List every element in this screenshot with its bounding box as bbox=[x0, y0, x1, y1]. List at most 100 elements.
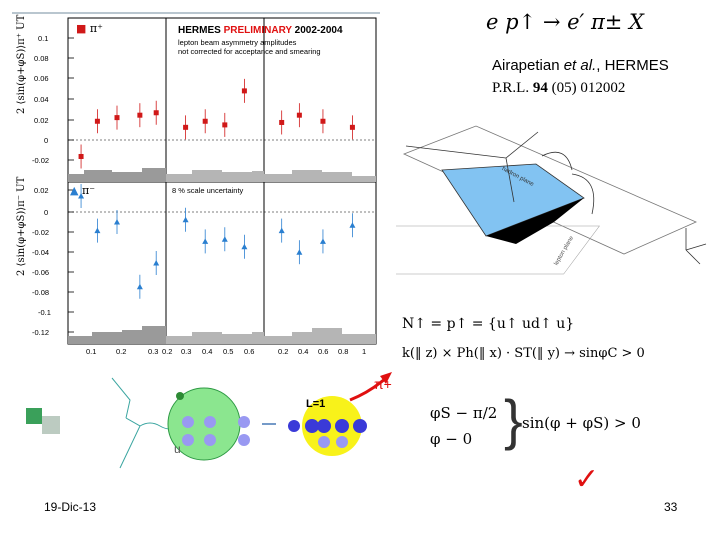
orbital-l-label: L=1 bbox=[306, 398, 326, 410]
plot-svg bbox=[67, 17, 377, 345]
incoming-lepton-line bbox=[405, 145, 507, 159]
plane-geometry-diagram: hadron plane lepton plane bbox=[313, 104, 712, 304]
quark-6 bbox=[238, 434, 250, 446]
x-tick-label: 0.4 bbox=[202, 347, 213, 356]
schematic-svg bbox=[26, 372, 392, 469]
quark-11 bbox=[353, 419, 367, 433]
citation: Airapetian et al., HERMES P.R.L. 94 (05)… bbox=[492, 54, 669, 100]
pion-minus-point bbox=[319, 238, 326, 244]
tick-label: 0.02 bbox=[34, 186, 49, 195]
pion-plus-point bbox=[320, 118, 326, 124]
pion-minus-point bbox=[94, 227, 101, 234]
pion-plus-point bbox=[279, 119, 285, 125]
top-syst-band bbox=[68, 168, 376, 182]
pion-plus-point bbox=[94, 118, 100, 124]
phi-arc bbox=[541, 151, 573, 171]
hadron-momentum-line bbox=[505, 157, 515, 203]
nucleon-state-formula: N↑ = p↑ = {u↑ ud↑ u} bbox=[402, 316, 575, 332]
phi-s-value: φS − π/2 bbox=[430, 404, 498, 422]
tick-label: -0.1 bbox=[38, 308, 51, 317]
x-tick-label: 0.1 bbox=[86, 347, 97, 356]
pion-minus-point bbox=[182, 216, 189, 223]
brace-icon: } bbox=[504, 388, 523, 451]
quark-2 bbox=[182, 434, 194, 446]
plot-note-2: not corrected for acceptance and smearin… bbox=[178, 47, 321, 56]
pion-plus-point bbox=[296, 112, 302, 118]
tick-label: 0 bbox=[44, 208, 49, 217]
scattered-electron-line bbox=[119, 417, 141, 469]
x-tick-label: 0.4 bbox=[298, 347, 309, 356]
x-tick-label: 0.3 bbox=[148, 347, 159, 356]
quark-4 bbox=[204, 434, 216, 446]
pion-minus-point bbox=[114, 218, 120, 225]
tick-label: -0.02 bbox=[32, 156, 50, 165]
tick-label: 0.06 bbox=[34, 74, 49, 83]
vector-product-formula: k(‖ z) × Ph(‖ x) · ST(‖ y) → sinφC > 0 bbox=[402, 346, 645, 361]
citation-line-2: P.R.L. 94 (05) 012002 bbox=[492, 80, 626, 96]
asymmetry-plot: 2 ⟨sin(φ+φS)⟩π⁺ UT 2 ⟨sin(φ+φS)⟩π⁻ UT 0.… bbox=[12, 14, 380, 358]
pion-plus-point bbox=[349, 124, 355, 130]
hadron-plane-shadow bbox=[486, 198, 584, 244]
axis-z bbox=[685, 249, 701, 265]
check-mark-icon: ✓ bbox=[574, 463, 600, 496]
x-tick-label: 0.6 bbox=[244, 347, 255, 356]
pion-plus-point bbox=[241, 88, 247, 94]
incoming-electron-line bbox=[111, 377, 131, 419]
phi-value: φ − 0 bbox=[430, 430, 473, 448]
tick-label: -0.04 bbox=[32, 248, 50, 257]
y-axis-label-bottom: 2 ⟨sin(φ+φS)⟩π⁻ UT bbox=[16, 176, 27, 276]
pion-minus-point bbox=[349, 222, 356, 228]
pion-plus-point bbox=[183, 124, 189, 130]
quark-13 bbox=[336, 436, 348, 448]
phi-s-arc bbox=[571, 173, 595, 215]
y-axis-label-top: 2 ⟨sin(φ+φS)⟩π⁺ UT bbox=[16, 14, 27, 114]
left-axis-ticks bbox=[68, 37, 74, 333]
tick-label: 0.04 bbox=[34, 95, 49, 104]
pion-plus-point bbox=[222, 122, 228, 128]
plot-title: HERMES PRELIMINARY 2002-2004 bbox=[178, 25, 343, 36]
person-icon-gray bbox=[42, 416, 60, 434]
x-tick-label: 0.2 bbox=[162, 347, 173, 356]
legend-pion-plus: ■ π⁺ bbox=[76, 22, 103, 35]
pion-minus-point bbox=[241, 243, 248, 250]
tick-label: 0.02 bbox=[34, 116, 49, 125]
quark-7 bbox=[288, 420, 300, 432]
bottom-plot-frame bbox=[67, 181, 377, 345]
scattered-lepton-line bbox=[505, 131, 539, 159]
tick-label: -0.06 bbox=[32, 268, 50, 277]
x-tick-label: 0.3 bbox=[181, 347, 192, 356]
pion-minus-point bbox=[221, 236, 228, 242]
tick-label: 0.08 bbox=[34, 54, 49, 63]
bottom-syst-band bbox=[68, 326, 376, 344]
quark-9 bbox=[317, 419, 331, 433]
tick-label: -0.02 bbox=[32, 228, 50, 237]
pion-plus-point bbox=[78, 153, 84, 159]
tick-label: -0.08 bbox=[32, 288, 50, 297]
sin-condition: sin(φ + φS) > 0 bbox=[522, 414, 641, 432]
plot-note-1: lepton beam asymmetry amplitudes bbox=[178, 38, 297, 47]
footer-page-number: 33 bbox=[664, 500, 678, 514]
quark-8 bbox=[305, 419, 319, 433]
top-rule bbox=[12, 12, 380, 15]
x-tick-label: 0.2 bbox=[278, 347, 289, 356]
data-points-layer bbox=[78, 78, 356, 299]
quark-schematic: L=1 π+ u bbox=[14, 370, 404, 480]
quark-3 bbox=[204, 416, 216, 428]
x-tick-label: 1 bbox=[362, 347, 367, 356]
u-quark-label: u bbox=[174, 442, 181, 456]
pion-minus-point bbox=[78, 193, 85, 199]
pion-plus-point bbox=[137, 112, 143, 118]
tick-label: 0 bbox=[44, 136, 49, 145]
citation-line-1: Airapetian et al., HERMES bbox=[492, 57, 669, 74]
x-tick-label: 0.5 bbox=[223, 347, 234, 356]
pion-plus-point bbox=[153, 110, 159, 116]
quark-10 bbox=[335, 419, 349, 433]
quark-12 bbox=[318, 436, 330, 448]
quark-1 bbox=[182, 416, 194, 428]
person-icon-green bbox=[26, 408, 42, 424]
pion-minus-point bbox=[153, 260, 160, 266]
planes-svg bbox=[313, 125, 707, 275]
tick-label: -0.12 bbox=[32, 328, 50, 337]
spin-marker bbox=[176, 392, 184, 400]
reaction-equation: e p↑ → e′ π± X bbox=[486, 10, 644, 34]
